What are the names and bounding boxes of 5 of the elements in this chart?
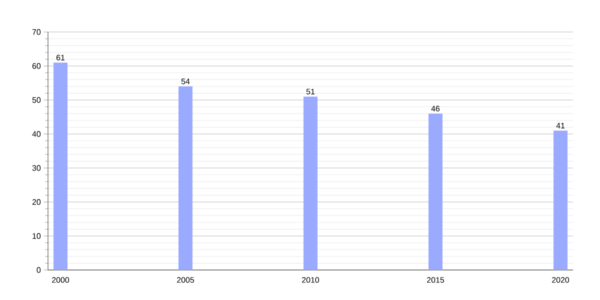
bar (554, 130, 568, 270)
bar (428, 114, 443, 270)
bar (304, 96, 318, 270)
bar (178, 86, 193, 270)
bar (54, 62, 68, 270)
